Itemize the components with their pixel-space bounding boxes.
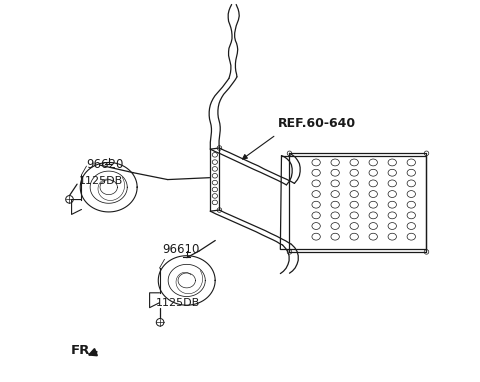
Text: FR.: FR. (71, 343, 96, 356)
Text: REF.60-640: REF.60-640 (278, 117, 356, 130)
Text: 96620: 96620 (86, 158, 123, 171)
Text: 96610: 96610 (162, 243, 199, 256)
Text: 1125DB: 1125DB (79, 176, 123, 186)
Text: 1125DB: 1125DB (156, 298, 201, 308)
